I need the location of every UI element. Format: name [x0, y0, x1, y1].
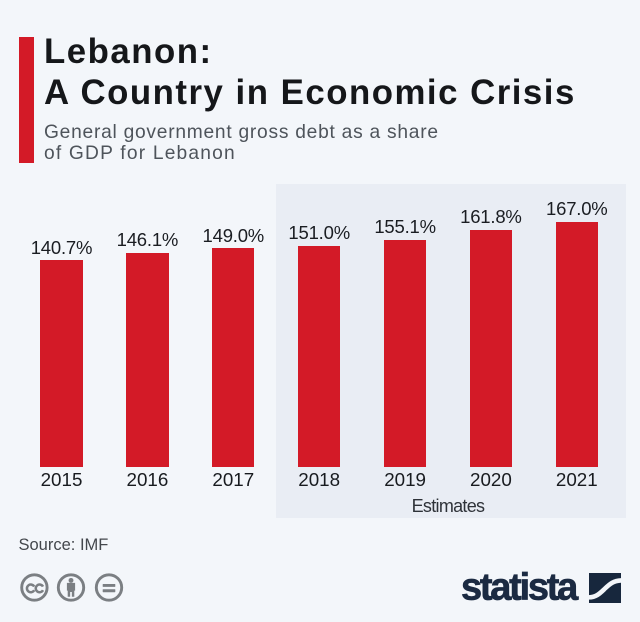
svg-text:statista: statista — [461, 566, 579, 608]
